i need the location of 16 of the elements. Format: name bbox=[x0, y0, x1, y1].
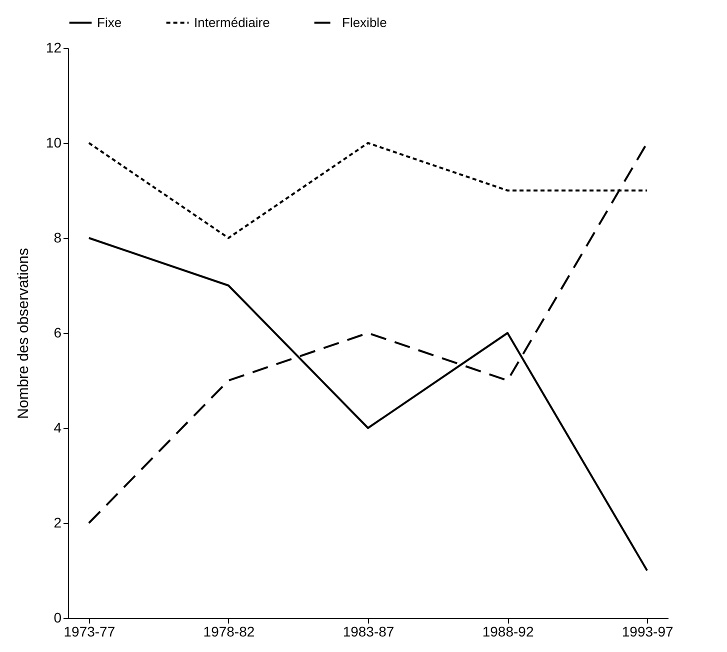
y-tick-label: 8 bbox=[54, 230, 62, 246]
x-tick-label: 1978-82 bbox=[203, 624, 255, 640]
y-tick-label: 4 bbox=[54, 420, 62, 436]
x-tick-label: 1988-92 bbox=[482, 624, 534, 640]
y-tick-label: 12 bbox=[46, 40, 62, 56]
x-tick-label: 1983-87 bbox=[342, 624, 394, 640]
y-axis-title: Nombre des observations bbox=[14, 248, 32, 419]
y-tick-label: 6 bbox=[54, 324, 62, 340]
y-tick-label: 10 bbox=[46, 134, 62, 150]
y-tick-label: 0 bbox=[54, 610, 62, 626]
y-tick-label: 2 bbox=[54, 514, 62, 530]
x-tick-label: 1973-77 bbox=[64, 624, 116, 640]
legend-label: Intermédiaire bbox=[194, 14, 270, 30]
legend-label: Flexible bbox=[342, 14, 387, 30]
x-tick-label: 1993-97 bbox=[622, 624, 674, 640]
legend-label: Fixe bbox=[97, 14, 122, 30]
